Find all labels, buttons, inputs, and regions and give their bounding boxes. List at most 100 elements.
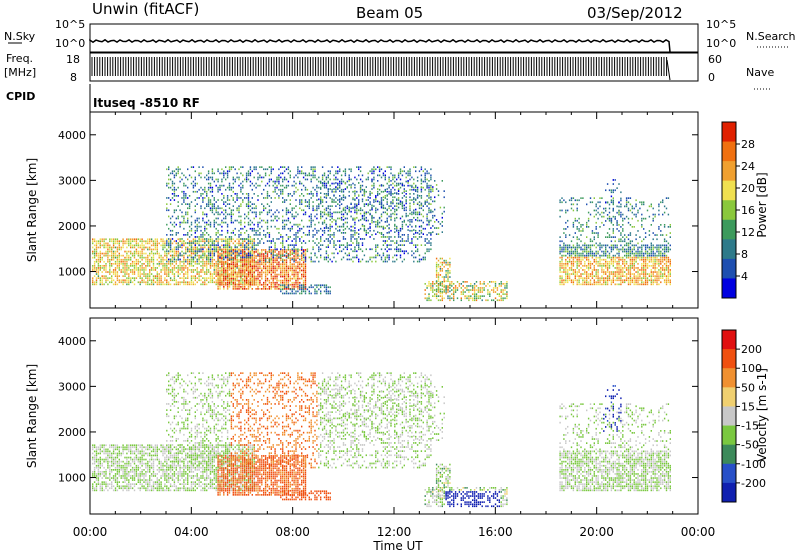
range-gate-cell — [365, 211, 367, 214]
range-gate-cell — [321, 178, 324, 181]
range-gate-cell — [238, 244, 240, 247]
range-gate-cell — [266, 182, 269, 185]
range-gate-cell — [301, 166, 303, 168]
range-gate-cell — [285, 286, 288, 289]
range-gate-cell — [475, 281, 478, 283]
range-gate-cell — [175, 267, 177, 269]
range-gate-cell — [468, 289, 470, 291]
range-gate-cell — [321, 234, 324, 236]
range-gate-cell — [234, 279, 236, 282]
range-gate-cell — [378, 170, 381, 173]
range-gate-cell — [200, 229, 202, 232]
range-gate-cell — [361, 198, 364, 201]
range-gate-cell — [268, 174, 271, 177]
nsearch-tick-low: 10^0 — [706, 37, 736, 50]
range-gate-cell — [232, 267, 234, 270]
range-gate-cell — [93, 254, 96, 257]
range-gate-cell — [114, 275, 117, 277]
range-gate-cell — [251, 254, 253, 257]
range-gate-cell — [396, 229, 398, 232]
range-gate-cell — [247, 236, 250, 238]
range-gate-cell — [103, 265, 105, 267]
range-gate-cell — [200, 236, 202, 238]
range-gate-cell — [394, 176, 396, 179]
range-gate-cell — [278, 279, 280, 282]
range-gate-cell — [183, 184, 185, 187]
range-gate-cell — [285, 292, 288, 295]
range-gate-cell — [335, 186, 337, 188]
range-gate-cell — [147, 279, 149, 282]
range-gate-cell — [264, 251, 267, 253]
range-gate-cell — [340, 188, 343, 191]
range-gate-cell — [278, 232, 280, 234]
range-gate-cell — [251, 251, 253, 253]
range-gate-cell — [382, 196, 385, 199]
range-gate-cell — [479, 281, 481, 283]
range-gate-cell — [225, 242, 227, 245]
range-gate-cell — [242, 255, 244, 257]
range-gate-cell — [232, 279, 234, 282]
range-gate-cell — [285, 213, 288, 216]
range-gate-cell — [249, 172, 252, 175]
range-gate-cell — [297, 172, 299, 175]
range-gate-cell — [291, 283, 293, 286]
range-gate-cell — [327, 286, 329, 289]
range-gate-cell — [295, 232, 297, 234]
range-gate-cell — [373, 216, 375, 219]
range-gate-cell — [261, 193, 263, 195]
range-gate-cell — [397, 193, 400, 195]
range-gate-cell — [133, 246, 136, 249]
range-gate-cell — [149, 269, 151, 271]
range-gate-cell — [359, 227, 362, 230]
range-gate-cell — [122, 258, 124, 261]
range-gate-cell — [430, 190, 432, 193]
range-gate-cell — [204, 176, 206, 179]
range-gate-cell — [325, 290, 328, 293]
range-gate-cell — [255, 234, 257, 236]
range-gate-cell — [169, 248, 172, 251]
range-gate-cell — [297, 250, 299, 253]
range-gate-cell — [177, 170, 179, 173]
range-gate-cell — [403, 207, 405, 210]
range-gate-cell — [299, 180, 301, 183]
range-gate-cell — [320, 236, 322, 238]
range-gate-cell — [337, 170, 339, 173]
range-gate-cell — [274, 277, 276, 280]
range-gate-cell — [453, 297, 455, 300]
range-gate-cell — [432, 210, 434, 213]
range-gate-cell — [268, 209, 271, 212]
range-gate-cell — [415, 190, 417, 192]
range-gate-cell — [453, 291, 455, 293]
range-gate-cell — [399, 236, 402, 238]
range-gate-cell — [371, 234, 373, 236]
range-gate-cell — [234, 281, 236, 284]
range-gate-cell — [350, 186, 352, 188]
range-gate-cell — [236, 254, 238, 257]
status-traces — [89, 38, 698, 81]
range-gate-cell — [291, 209, 293, 212]
range-gate-cell — [145, 267, 147, 269]
range-gate-cell — [223, 275, 225, 278]
range-gate-cell — [348, 184, 350, 186]
range-gate-cell — [295, 279, 297, 282]
range-gate-cell — [173, 240, 176, 243]
range-gate-cell — [388, 180, 390, 183]
range-gate-cell — [361, 250, 364, 253]
range-gate-cell — [257, 271, 259, 274]
range-gate-cell — [122, 240, 124, 243]
range-gate-cell — [95, 269, 98, 271]
range-gate-cell — [226, 197, 229, 199]
range-gate-cell — [202, 252, 204, 255]
range-gate-cell — [211, 178, 214, 181]
range-gate-cell — [396, 198, 398, 201]
range-gate-cell — [240, 265, 242, 268]
range-gate-cell — [405, 172, 407, 175]
range-gate-cell — [242, 193, 244, 195]
range-gate-cell — [435, 257, 438, 260]
range-gate-cell — [435, 297, 438, 300]
range-gate-cell — [242, 244, 244, 247]
range-gate-cell — [291, 267, 293, 270]
range-gate-cell — [95, 281, 98, 284]
range-gate-cell — [187, 221, 189, 224]
range-gate-cell — [392, 186, 394, 189]
